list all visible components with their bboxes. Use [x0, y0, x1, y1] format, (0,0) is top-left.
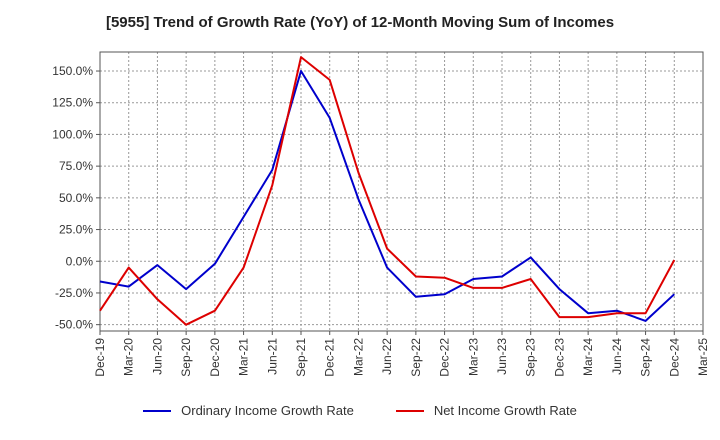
x-tick-label: Dec-21: [323, 338, 337, 377]
y-tick-label: 125.0%: [52, 96, 93, 110]
y-tick-label: 150.0%: [52, 64, 93, 78]
y-tick-label: 0.0%: [66, 254, 94, 268]
y-tick-label: 25.0%: [59, 223, 93, 237]
x-tick-label: Mar-21: [237, 338, 251, 376]
x-tick-label: Jun-20: [150, 338, 164, 375]
y-tick-label: -50.0%: [55, 318, 93, 332]
x-tick-label: Sep-23: [524, 338, 538, 377]
y-tick-label: 100.0%: [52, 127, 93, 141]
x-tick-label: Dec-20: [208, 338, 222, 377]
legend-swatch-ordinary: [143, 409, 172, 412]
y-tick-label: -25.0%: [55, 286, 93, 300]
x-tick-label: Dec-23: [552, 338, 566, 377]
x-tick-label: Jun-24: [610, 338, 624, 375]
legend-swatch-net: [395, 409, 424, 412]
chart-legend: Ordinary Income Growth Rate Net Income G…: [0, 403, 720, 418]
x-tick-label: Sep-20: [179, 338, 193, 377]
x-tick-label: Mar-20: [122, 338, 136, 376]
plot-frame: [99, 51, 704, 332]
legend-label-ordinary: Ordinary Income Growth Rate: [181, 403, 354, 418]
x-tick-label: Mar-22: [351, 338, 365, 376]
y-tick-label: 50.0%: [59, 191, 93, 205]
x-tick-label: Mar-23: [466, 338, 480, 376]
x-tick-label: Dec-19: [93, 338, 107, 377]
x-tick-label: Sep-24: [639, 338, 653, 377]
series-line-net: [99, 56, 676, 326]
x-tick-label: Jun-21: [265, 338, 279, 375]
x-tick-label: Jun-22: [380, 338, 394, 375]
legend-item-net: Net Income Growth Rate: [395, 403, 577, 418]
x-tick-label: Jun-23: [495, 338, 509, 375]
series-line-ordinary: [99, 70, 675, 322]
x-tick-label: Dec-24: [667, 338, 681, 377]
x-tick-label: Mar-24: [581, 338, 595, 376]
x-tick-label: Dec-22: [438, 338, 452, 377]
y-tick-label: 75.0%: [59, 159, 93, 173]
legend-item-ordinary: Ordinary Income Growth Rate: [143, 403, 354, 418]
x-tick-label: Sep-21: [294, 338, 308, 377]
x-tick-label: Mar-25: [696, 338, 710, 376]
x-tick-label: Sep-22: [409, 338, 423, 377]
legend-label-net: Net Income Growth Rate: [433, 403, 577, 418]
chart-title: [5955] Trend of Growth Rate (YoY) of 12-…: [105, 14, 615, 31]
